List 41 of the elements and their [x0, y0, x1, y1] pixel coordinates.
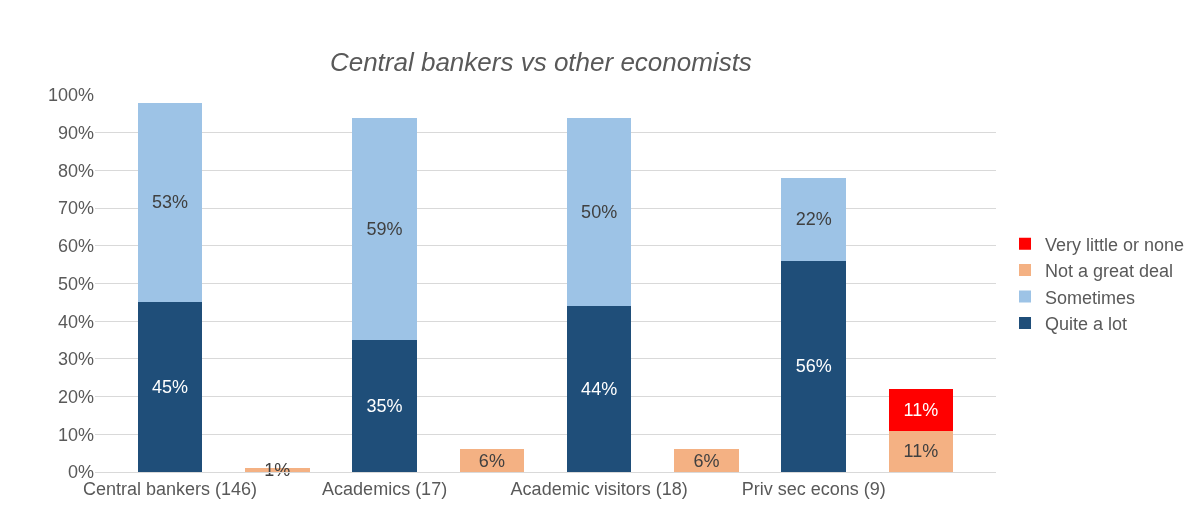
data-label: 59%: [366, 218, 403, 239]
bar: [888, 389, 954, 431]
y-tick-label: 100%: [47, 85, 94, 106]
bar: [137, 302, 203, 472]
y-tick-label: 60%: [57, 236, 94, 257]
y-tick-label: 10%: [57, 424, 94, 445]
bar: [352, 340, 417, 472]
legend-label: Quite a lot: [1045, 313, 1128, 334]
data-label: 11%: [903, 399, 939, 420]
data-label: 11%: [903, 441, 939, 462]
y-tick-label: 80%: [57, 160, 94, 181]
bar: [566, 306, 632, 472]
bar: [566, 117, 632, 307]
legend-label: Not a great deal: [1045, 261, 1174, 282]
x-tick-label: Academic visitors (18): [510, 478, 688, 499]
bar: [352, 117, 417, 341]
data-label: 35%: [366, 396, 403, 417]
chart-title: Central bankers vs other economists: [329, 47, 752, 78]
y-tick-label: 70%: [57, 198, 94, 219]
legend-label: Very little or none: [1045, 234, 1185, 255]
bar: [888, 430, 954, 472]
data-label: 44%: [581, 379, 618, 400]
x-tick-label: Academics (17): [322, 478, 448, 499]
data-label: 50%: [581, 201, 618, 222]
data-label: 22%: [795, 209, 832, 230]
y-tick-label: 30%: [57, 349, 94, 370]
y-tick-label: 40%: [57, 311, 94, 332]
bar: [781, 260, 846, 472]
bar: [781, 177, 846, 261]
y-tick-label: 20%: [57, 386, 94, 407]
legend-label: Sometimes: [1045, 287, 1136, 308]
y-tick-label: 50%: [57, 273, 94, 294]
data-label: 53%: [152, 192, 189, 213]
bar: [674, 449, 739, 472]
y-tick-label: 90%: [57, 123, 94, 143]
data-label: 6%: [693, 450, 720, 471]
data-label: 56%: [795, 356, 832, 377]
data-label: 6%: [478, 450, 505, 471]
bar: [137, 102, 203, 303]
x-tick-label: Priv sec econs (9): [741, 478, 886, 499]
data-label: 45%: [152, 377, 189, 398]
